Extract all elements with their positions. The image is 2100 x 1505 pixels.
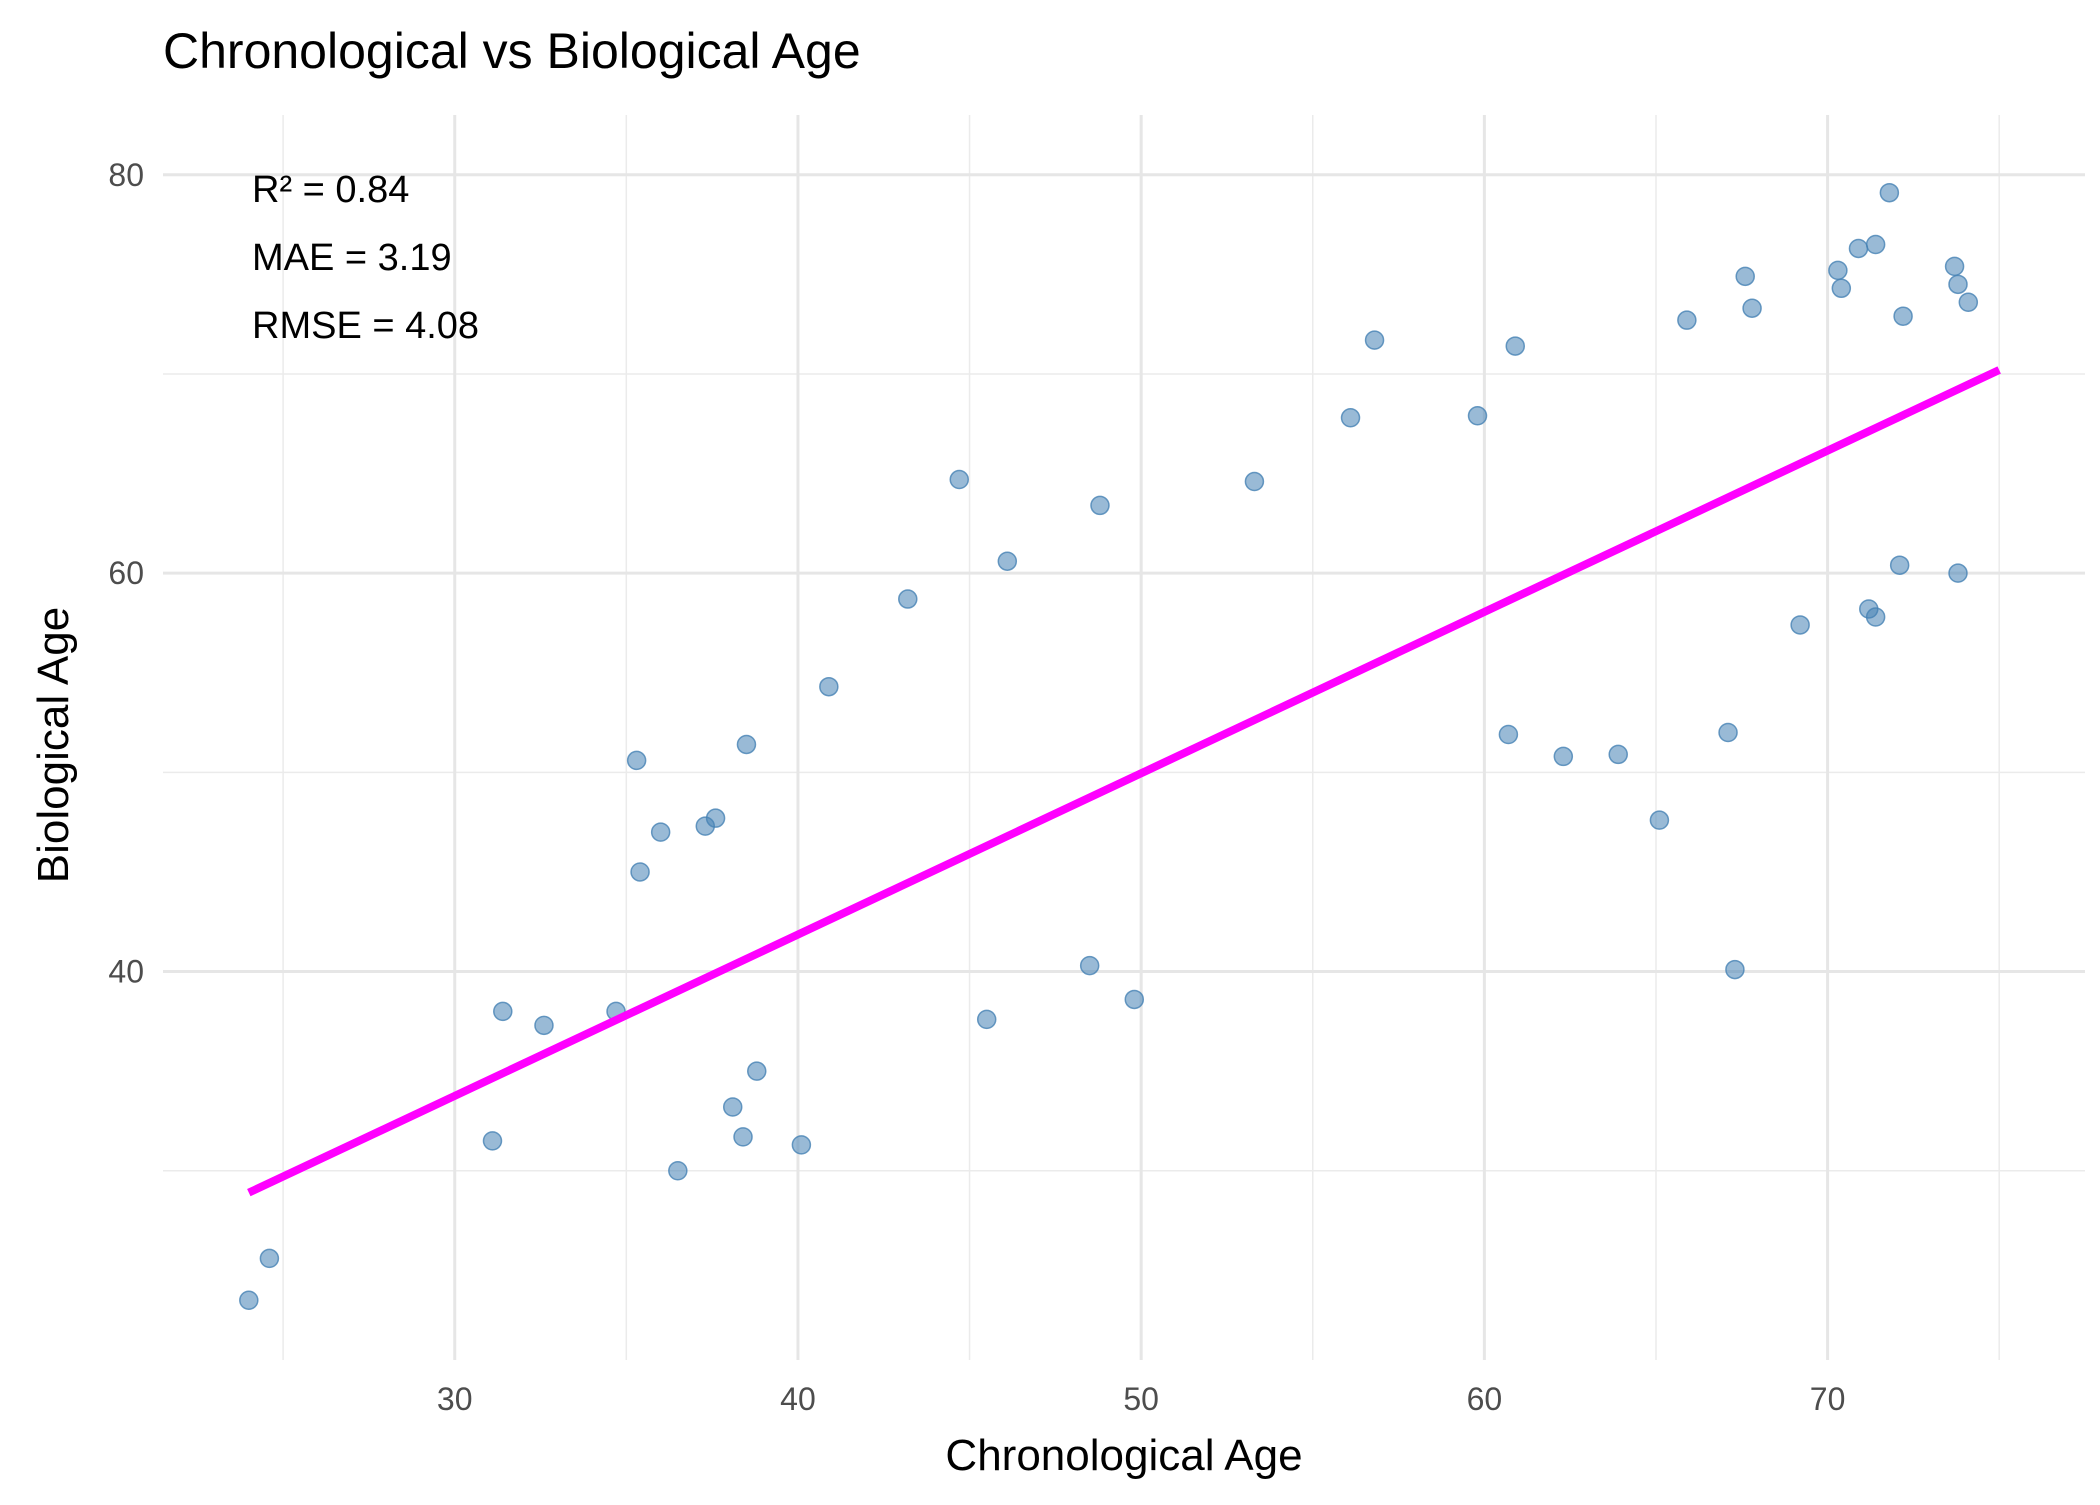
data-point: [493, 1001, 513, 1022]
y-axis-label: Biological Age: [29, 607, 78, 883]
x-tick-label: 60: [1467, 1381, 1503, 1417]
data-point: [733, 1127, 753, 1147]
x-tick-label: 30: [437, 1381, 473, 1417]
y-tick-label: 80: [108, 157, 144, 193]
data-point: [1879, 182, 1900, 203]
data-point: [1958, 292, 1979, 312]
data-point: [1944, 256, 1965, 277]
data-point: [1677, 310, 1697, 330]
data-point: [650, 822, 671, 842]
grid: [163, 115, 2085, 1360]
data-point: [722, 1097, 743, 1117]
data-point: [630, 862, 650, 882]
data-point: [1553, 746, 1574, 767]
x-tick-label: 40: [780, 1381, 816, 1417]
data-point: [1848, 238, 1869, 259]
tick-labels: 30 40 50 60 70 40 60 80: [108, 157, 1845, 1417]
data-point: [1244, 471, 1265, 492]
data-point: [1124, 989, 1145, 1010]
data-point: [747, 1061, 767, 1081]
data-point: [1865, 607, 1886, 627]
data-point: [1948, 274, 1968, 295]
data-point: [534, 1015, 554, 1036]
fit-line: [247, 366, 2001, 1197]
data-point: [898, 589, 918, 609]
data-point: [1889, 555, 1910, 575]
data-point: [1725, 959, 1745, 980]
data-point: [705, 808, 726, 828]
data-point: [1364, 330, 1385, 350]
data-point: [1498, 724, 1519, 745]
data-point: [1649, 810, 1670, 830]
annotation-mae: MAE = 3.19: [252, 237, 452, 279]
x-axis-label: Chronological Age: [945, 1431, 1302, 1480]
data-point: [1742, 298, 1762, 318]
y-tick-label: 40: [108, 954, 144, 990]
annotation-r2: R² = 0.84: [252, 169, 409, 211]
data-point: [668, 1161, 688, 1181]
annotation-rmse: RMSE = 4.08: [252, 305, 479, 347]
data-point: [736, 734, 757, 755]
data-point: [1505, 336, 1526, 356]
data-point: [1790, 615, 1810, 635]
data-point: [819, 676, 839, 697]
y-tick-label: 60: [108, 555, 144, 591]
data-point: [1340, 408, 1361, 428]
data-point: [1090, 495, 1110, 516]
data-point: [976, 1009, 997, 1030]
data-point: [1079, 955, 1100, 976]
data-point: [239, 1290, 259, 1310]
data-point: [1608, 744, 1628, 765]
data-points: [239, 182, 1979, 1310]
data-point: [1893, 306, 1913, 326]
data-point: [259, 1248, 280, 1269]
data-point: [1735, 266, 1755, 287]
data-point: [1831, 278, 1852, 299]
data-point: [626, 750, 647, 771]
data-point: [1865, 234, 1886, 255]
data-point: [1828, 260, 1848, 281]
data-point: [997, 551, 1018, 571]
x-tick-label: 70: [1810, 1381, 1846, 1417]
chart-title: Chronological vs Biological Age: [163, 23, 861, 79]
data-point: [1467, 406, 1488, 426]
data-point: [482, 1131, 503, 1151]
data-point: [949, 469, 970, 490]
data-point: [791, 1135, 812, 1155]
data-point: [1948, 563, 1968, 583]
data-point: [1718, 722, 1738, 743]
x-tick-label: 50: [1123, 1381, 1159, 1417]
fit-line-layer: [247, 366, 2001, 1197]
